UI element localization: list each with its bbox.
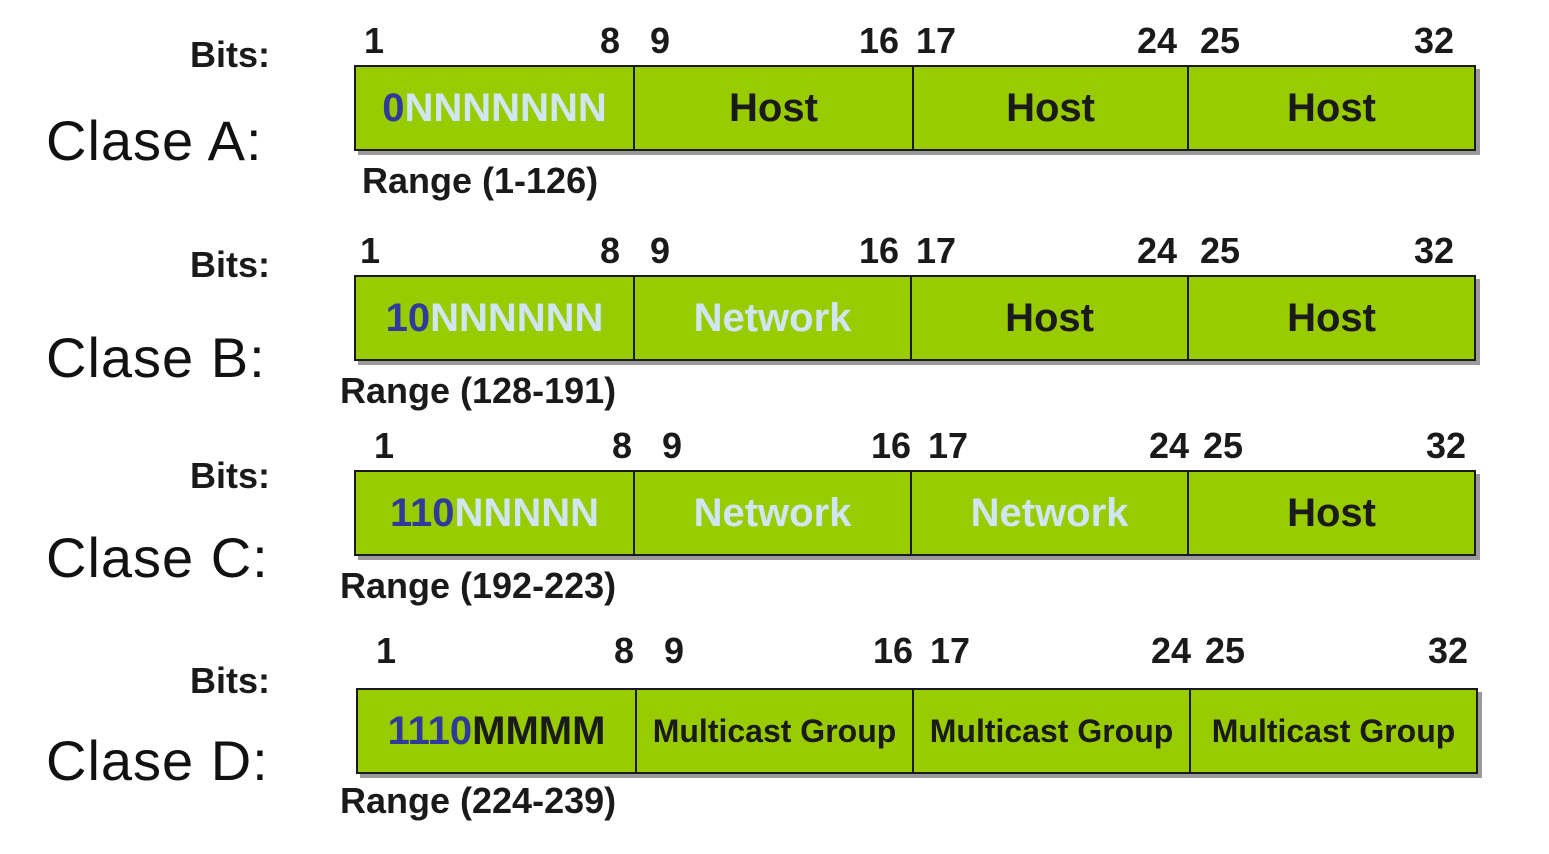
bit-tick: 25 [1200, 230, 1241, 271]
class-label: Clase A: [46, 109, 263, 172]
bit-tick: 9 [650, 230, 671, 271]
octet-segment-multicast-group: Multicast Group [1189, 690, 1476, 772]
bit-tick: 9 [650, 20, 671, 61]
address-bar: 110 NNNNN Network Network Host [354, 470, 1476, 556]
class-label: Clase B: [46, 326, 266, 389]
octet-segment-network: Network [910, 472, 1188, 554]
bit-tick: 9 [664, 630, 685, 671]
bit-tick: 1 [374, 425, 395, 466]
bit-tick: 8 [614, 630, 635, 671]
bits-label: Bits: [190, 660, 270, 701]
bit-tick: 24 [1137, 20, 1178, 61]
octet-segment-host: Host [910, 277, 1188, 359]
bit-tick: 24 [1149, 425, 1190, 466]
range-label: Range (128-191) [340, 370, 617, 411]
first-octet-rest-bits: NNNNNN [430, 295, 604, 340]
octet-segment-network: Network [633, 472, 911, 554]
octet-segment-multicast-group: Multicast Group [912, 690, 1190, 772]
first-octet-rest-bits: NNNNNNN [404, 85, 607, 130]
class-label: Clase C: [46, 526, 269, 589]
address-bar: 10 NNNNNN Network Host Host [354, 275, 1476, 361]
bit-tick: 32 [1414, 230, 1455, 271]
bit-tick: 16 [859, 230, 900, 271]
class-row-0: Bits: Clase A: 1 8 9 16 17 24 25 32 0 NNNNNNN Host Ho… [0, 20, 1549, 220]
bit-tick: 1 [376, 630, 397, 671]
bit-tick: 1 [364, 20, 385, 61]
octet-segment-host: Host [1187, 472, 1474, 554]
class-prefix-bits: 0 [382, 85, 405, 130]
bits-label: Bits: [190, 34, 270, 75]
bit-tick: 16 [873, 630, 914, 671]
bit-tick: 32 [1428, 630, 1469, 671]
first-octet-segment: 1110 MMMM [358, 690, 635, 772]
bit-tick: 8 [612, 425, 633, 466]
class-prefix-bits: 110 [390, 490, 455, 535]
first-octet-segment: 110 NNNNN [356, 472, 633, 554]
bit-tick: 17 [916, 230, 957, 271]
octet-segment-network: Network [633, 277, 911, 359]
class-label: Clase D: [46, 729, 269, 792]
first-octet-rest-bits: MMMM [472, 708, 606, 753]
class-prefix-bits: 10 [385, 295, 431, 340]
bit-tick: 17 [916, 20, 957, 61]
bit-tick: 1 [360, 230, 381, 271]
octet-segment-host: Host [912, 67, 1188, 149]
octet-segment-host: Host [1187, 67, 1474, 149]
bits-label: Bits: [190, 244, 270, 285]
bit-tick: 25 [1205, 630, 1246, 671]
bit-tick: 17 [928, 425, 969, 466]
bit-tick: 24 [1151, 630, 1192, 671]
class-row-1: Bits: Clase B: 1 8 9 16 17 24 25 32 10 NNNNNN Networ… [0, 230, 1549, 430]
bit-tick: 25 [1200, 20, 1241, 61]
bit-tick: 8 [600, 230, 621, 271]
bits-label: Bits: [190, 455, 270, 496]
octet-segment-host: Host [633, 67, 912, 149]
class-row-2: Bits: Clase C: 1 8 9 16 17 24 25 32 110 NNNNN Networ… [0, 425, 1549, 625]
bit-tick: 16 [859, 20, 900, 61]
address-bar: 1110 MMMM Multicast Group Multicast Group Mu… [356, 688, 1478, 774]
bit-tick: 17 [930, 630, 971, 671]
bit-tick: 32 [1426, 425, 1467, 466]
bit-tick: 32 [1414, 20, 1455, 61]
range-label: Range (224-239) [340, 780, 617, 821]
range-label: Range (192-223) [340, 565, 617, 606]
range-label: Range (1-126) [362, 160, 599, 201]
bit-tick: 9 [662, 425, 683, 466]
class-prefix-bits: 1110 [387, 708, 473, 753]
octet-segment-multicast-group: Multicast Group [635, 690, 913, 772]
bit-tick: 16 [871, 425, 912, 466]
first-octet-segment: 10 NNNNNN [356, 277, 633, 359]
bit-tick: 25 [1203, 425, 1244, 466]
address-bar: 0 NNNNNNN Host Host Host [354, 65, 1476, 151]
first-octet-rest-bits: NNNNN [454, 490, 599, 535]
first-octet-segment: 0 NNNNNNN [356, 67, 633, 149]
bit-tick: 24 [1137, 230, 1178, 271]
octet-segment-host: Host [1187, 277, 1474, 359]
bit-tick: 8 [600, 20, 621, 61]
class-row-3: Bits: Clase D: 1 8 9 16 17 24 25 32 1110 MMMM Multic… [0, 630, 1549, 830]
